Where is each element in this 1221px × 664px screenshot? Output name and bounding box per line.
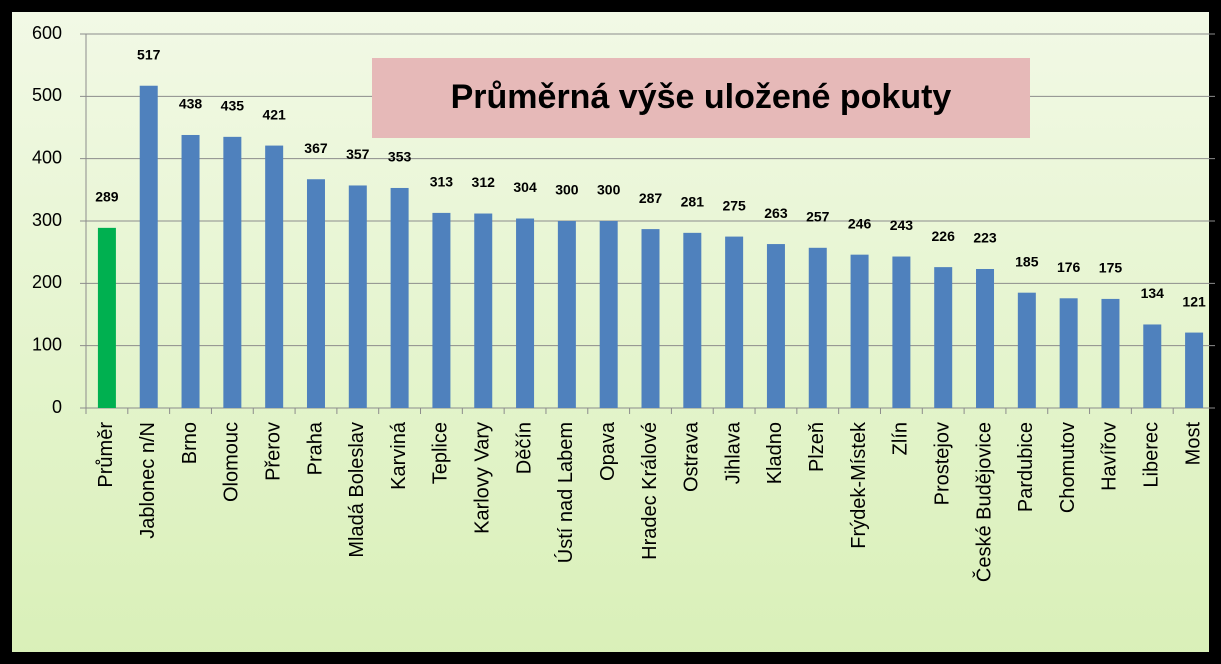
value-label: 289 <box>95 189 119 205</box>
x-tick-label: Zlín <box>890 422 912 455</box>
bar <box>1059 298 1078 408</box>
x-tick-label: České Budějovice <box>972 422 995 582</box>
bar <box>97 227 116 408</box>
x-tick-label: Přerov <box>262 422 284 481</box>
y-tick-label: 400 <box>32 147 62 167</box>
x-tick-label: Praha <box>304 421 326 475</box>
bar <box>516 218 535 408</box>
bar <box>892 256 911 408</box>
value-label: 263 <box>764 205 788 221</box>
x-tick-label: Hradec Králové <box>639 422 661 560</box>
value-label: 353 <box>388 149 412 165</box>
bar <box>683 232 702 408</box>
bar <box>766 244 785 408</box>
x-tick-label: Karviná <box>388 421 410 490</box>
value-label: 246 <box>848 215 872 231</box>
y-tick-label: 0 <box>52 397 62 417</box>
value-label: 300 <box>555 182 579 198</box>
bar <box>139 85 158 408</box>
x-tick-label: Pardubice <box>1015 422 1037 512</box>
value-label: 243 <box>890 217 914 233</box>
x-tick-label: Ostrava <box>681 421 703 492</box>
bar <box>850 254 869 408</box>
value-label: 435 <box>221 98 245 114</box>
bar <box>1101 298 1120 408</box>
x-tick-label: Prostejov <box>931 422 953 505</box>
bar <box>306 179 325 408</box>
x-tick-label: Karlovy Vary <box>472 422 494 534</box>
bar <box>725 236 744 408</box>
bar <box>1017 292 1036 408</box>
value-label: 304 <box>513 179 537 195</box>
value-label: 517 <box>137 46 161 62</box>
y-tick-label: 100 <box>32 334 62 354</box>
bar <box>223 136 242 408</box>
x-tick-label: Děčín <box>513 422 535 474</box>
y-tick-label: 300 <box>32 210 62 230</box>
bar <box>599 221 618 408</box>
x-tick-label: Plzeň <box>806 422 828 472</box>
x-tick-label: Liberec <box>1141 422 1163 488</box>
x-tick-label: Opava <box>597 421 619 481</box>
value-label: 275 <box>722 197 746 213</box>
title-box <box>372 58 1030 138</box>
value-label: 300 <box>597 182 621 198</box>
bar <box>1185 332 1204 408</box>
x-tick-label: Most <box>1182 422 1204 466</box>
bar <box>390 187 409 408</box>
x-tick-label: Ústí nad Labem <box>554 422 577 563</box>
x-tick-label: Průměr <box>95 422 117 488</box>
bar <box>641 229 660 408</box>
value-label: 226 <box>932 228 956 244</box>
bar <box>557 221 576 408</box>
x-tick-label: Jihlava <box>722 421 744 484</box>
value-label: 357 <box>346 146 370 162</box>
value-label: 421 <box>262 106 286 122</box>
x-tick-label: Teplice <box>430 422 452 484</box>
x-tick-label: Olomouc <box>221 422 243 502</box>
bar <box>474 213 493 408</box>
x-tick-label: Jablonec n/N <box>137 422 159 539</box>
y-tick-label: 600 <box>32 23 62 43</box>
x-tick-label: Mladá Boleslav <box>346 422 368 558</box>
bar <box>808 247 827 408</box>
value-label: 438 <box>179 96 203 112</box>
bar <box>934 267 953 408</box>
y-tick-label: 200 <box>32 272 62 292</box>
bar <box>1143 324 1162 408</box>
bar <box>348 185 367 408</box>
bar <box>265 145 284 408</box>
chart-title: Průměrná výše uložené pokuty <box>451 78 952 116</box>
bar <box>432 212 451 408</box>
x-tick-label: Brno <box>179 422 201 464</box>
y-tick-label: 500 <box>32 85 62 105</box>
x-tick-label: Frýdek-Místek <box>848 421 870 549</box>
value-label: 257 <box>806 209 830 225</box>
value-label: 223 <box>973 230 997 246</box>
value-label: 287 <box>639 190 663 206</box>
value-label: 185 <box>1015 253 1039 269</box>
value-label: 313 <box>430 174 454 190</box>
x-tick-label: Kladno <box>764 422 786 484</box>
value-label: 312 <box>472 174 496 190</box>
x-tick-label: Havířov <box>1099 422 1121 491</box>
value-label: 121 <box>1182 293 1206 309</box>
value-label: 367 <box>304 140 328 156</box>
bar <box>181 134 200 409</box>
value-label: 176 <box>1057 259 1081 275</box>
x-tick-label: Chomutov <box>1057 422 1079 513</box>
value-label: 134 <box>1141 285 1165 301</box>
bar <box>976 268 995 408</box>
value-label: 175 <box>1099 260 1123 276</box>
value-label: 281 <box>681 194 705 210</box>
